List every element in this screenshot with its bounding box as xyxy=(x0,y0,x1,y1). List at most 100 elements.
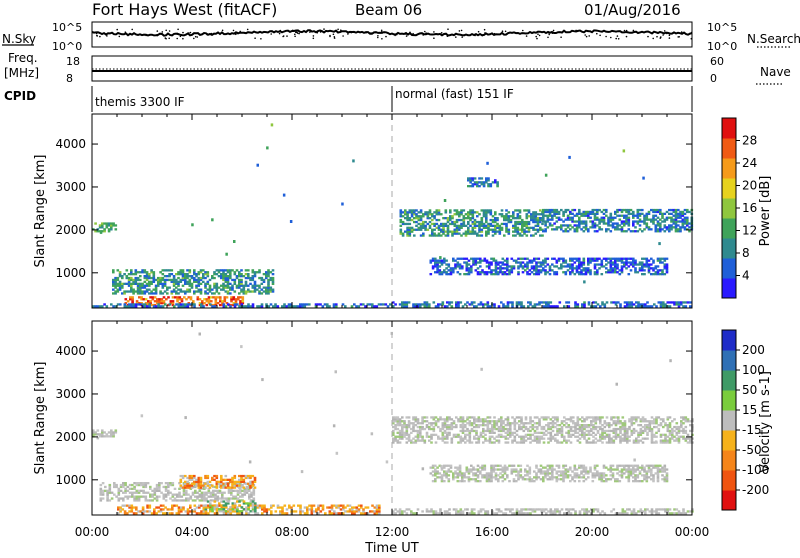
data-cell xyxy=(685,426,688,428)
data-cell xyxy=(195,485,198,487)
data-cell xyxy=(687,418,690,420)
data-cell xyxy=(483,215,486,217)
data-cell xyxy=(240,273,243,275)
data-cell xyxy=(576,265,579,267)
data-cell xyxy=(240,275,243,277)
data-cell xyxy=(574,428,577,430)
nsearch-point xyxy=(254,37,256,39)
data-cell xyxy=(552,430,555,432)
data-cell xyxy=(516,430,519,432)
data-cell xyxy=(139,289,142,291)
data-cell xyxy=(610,424,613,426)
data-cell xyxy=(493,438,496,440)
data-cell xyxy=(313,505,316,507)
data-cell xyxy=(422,221,425,223)
data-cell xyxy=(447,217,450,219)
data-cell xyxy=(579,441,582,443)
data-cell xyxy=(601,434,604,436)
data-cell xyxy=(616,215,619,217)
data-cell xyxy=(487,209,490,211)
data-cell xyxy=(295,510,298,512)
data-cell xyxy=(392,416,395,418)
data-cell xyxy=(571,258,574,260)
nsearch-point xyxy=(182,32,184,34)
data-cell xyxy=(128,303,131,305)
data-cell xyxy=(639,209,642,211)
data-cell xyxy=(603,213,606,215)
data-cell xyxy=(610,301,613,303)
data-cell xyxy=(439,438,442,440)
nsearch-point xyxy=(337,29,339,31)
data-cell xyxy=(171,269,174,271)
data-cell xyxy=(625,222,628,224)
data-cell xyxy=(634,260,637,262)
data-cell xyxy=(442,223,445,225)
data-cell xyxy=(196,492,199,494)
data-cell xyxy=(353,506,356,508)
nsearch-point xyxy=(409,32,411,34)
data-cell xyxy=(543,428,546,430)
data-cell xyxy=(220,504,223,506)
data-cell xyxy=(193,475,196,477)
data-cell xyxy=(579,434,582,436)
data-cell xyxy=(606,434,609,436)
data-cell xyxy=(227,290,230,292)
data-cell xyxy=(650,228,653,230)
data-cell xyxy=(290,506,293,508)
data-cell xyxy=(258,269,261,271)
data-cell xyxy=(218,287,221,289)
data-cell xyxy=(243,487,246,489)
data-cell xyxy=(583,263,586,265)
data-cell xyxy=(254,512,257,514)
data-cell xyxy=(648,263,651,265)
nsearch-point xyxy=(552,32,554,34)
nsearch-point xyxy=(384,32,386,34)
data-cell xyxy=(556,209,559,211)
data-cell xyxy=(572,416,575,418)
data-cell xyxy=(434,468,437,470)
data-cell xyxy=(392,426,395,428)
data-cell xyxy=(657,220,660,222)
data-cell xyxy=(498,426,501,428)
data-cell xyxy=(209,285,212,287)
data-cell xyxy=(169,492,172,494)
data-cell xyxy=(297,305,300,307)
data-cell xyxy=(216,289,219,291)
data-cell xyxy=(153,508,156,510)
data-cell xyxy=(412,428,415,430)
data-cell xyxy=(534,422,537,424)
data-cell xyxy=(178,492,181,494)
nsearch-point xyxy=(553,30,555,32)
data-cell xyxy=(167,296,170,298)
data-cell xyxy=(657,265,660,267)
nsearch-point xyxy=(406,35,408,37)
nsearch-point xyxy=(298,33,300,35)
data-cell xyxy=(418,223,421,225)
data-cell xyxy=(592,428,595,430)
nsearch-point xyxy=(691,32,693,34)
data-cell xyxy=(153,510,156,512)
data-cell xyxy=(263,510,266,512)
data-cell xyxy=(203,298,206,300)
data-cell xyxy=(109,484,112,486)
y-tick-label: 4000 xyxy=(55,137,86,151)
nsearch-point xyxy=(539,35,541,37)
data-cell xyxy=(462,422,465,424)
nsearch-point xyxy=(106,35,108,37)
nsearch-point xyxy=(672,32,674,34)
data-cell xyxy=(502,422,505,424)
data-cell xyxy=(178,506,181,508)
data-cell xyxy=(459,273,462,275)
nsearch-point xyxy=(478,31,480,33)
data-cell xyxy=(616,258,619,260)
data-cell xyxy=(610,438,613,440)
data-cell xyxy=(292,305,295,307)
data-cell xyxy=(349,510,352,512)
data-cell xyxy=(400,219,403,221)
data-cell xyxy=(531,260,534,262)
data-cell xyxy=(596,209,599,211)
data-cell xyxy=(225,510,228,512)
nsearch-point xyxy=(474,35,476,37)
data-cell xyxy=(534,440,537,442)
data-cell xyxy=(106,433,109,435)
